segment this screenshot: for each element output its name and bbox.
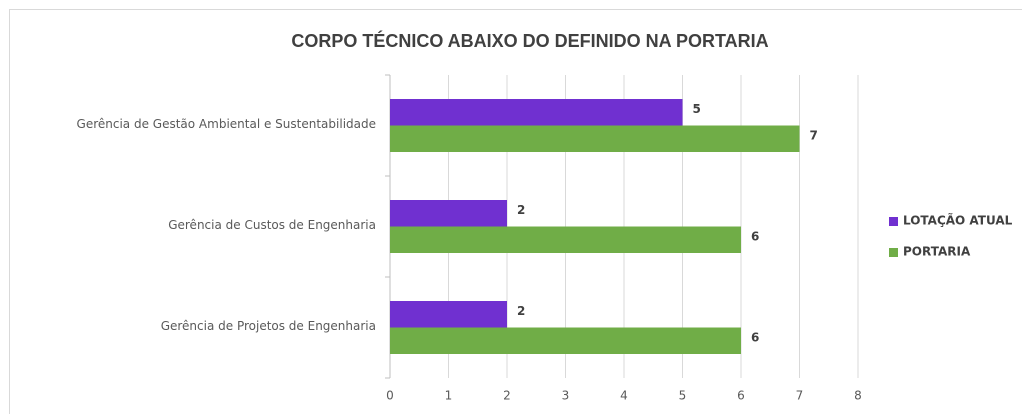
data-label: 6 bbox=[751, 330, 759, 344]
x-tick-label: 5 bbox=[679, 389, 687, 403]
chart-title: CORPO TÉCNICO ABAIXO DO DEFINIDO NA PORT… bbox=[291, 30, 768, 51]
data-label: 7 bbox=[810, 128, 818, 142]
bar bbox=[390, 99, 683, 126]
y-tick-label: Gerência de Projetos de Engenharia bbox=[161, 319, 376, 333]
legend-label: PORTARIA bbox=[903, 245, 971, 259]
legend-label: LOTAÇÃO ATUAL bbox=[903, 213, 1013, 228]
y-tick-label: Gerência de Custos de Engenharia bbox=[168, 218, 376, 232]
data-label: 2 bbox=[517, 304, 525, 318]
x-tick-label: 6 bbox=[737, 389, 745, 403]
bar bbox=[390, 301, 507, 328]
bar bbox=[390, 125, 800, 152]
data-label: 5 bbox=[693, 102, 701, 116]
bar bbox=[390, 200, 507, 227]
legend-swatch bbox=[889, 217, 898, 226]
x-tick-label: 4 bbox=[620, 389, 628, 403]
data-label: 6 bbox=[751, 229, 759, 243]
bar bbox=[390, 327, 741, 354]
x-tick-label: 8 bbox=[854, 389, 862, 403]
x-tick-label: 2 bbox=[503, 389, 511, 403]
y-tick-label: Gerência de Gestão Ambiental e Sustentab… bbox=[77, 117, 376, 131]
x-tick-label: 3 bbox=[562, 389, 570, 403]
data-label: 2 bbox=[517, 203, 525, 217]
x-tick-label: 7 bbox=[796, 389, 804, 403]
x-tick-label: 0 bbox=[386, 389, 394, 403]
chart-border bbox=[9, 9, 1022, 414]
x-tick-label: 1 bbox=[445, 389, 453, 403]
legend-swatch bbox=[889, 248, 898, 257]
bar bbox=[390, 226, 741, 253]
